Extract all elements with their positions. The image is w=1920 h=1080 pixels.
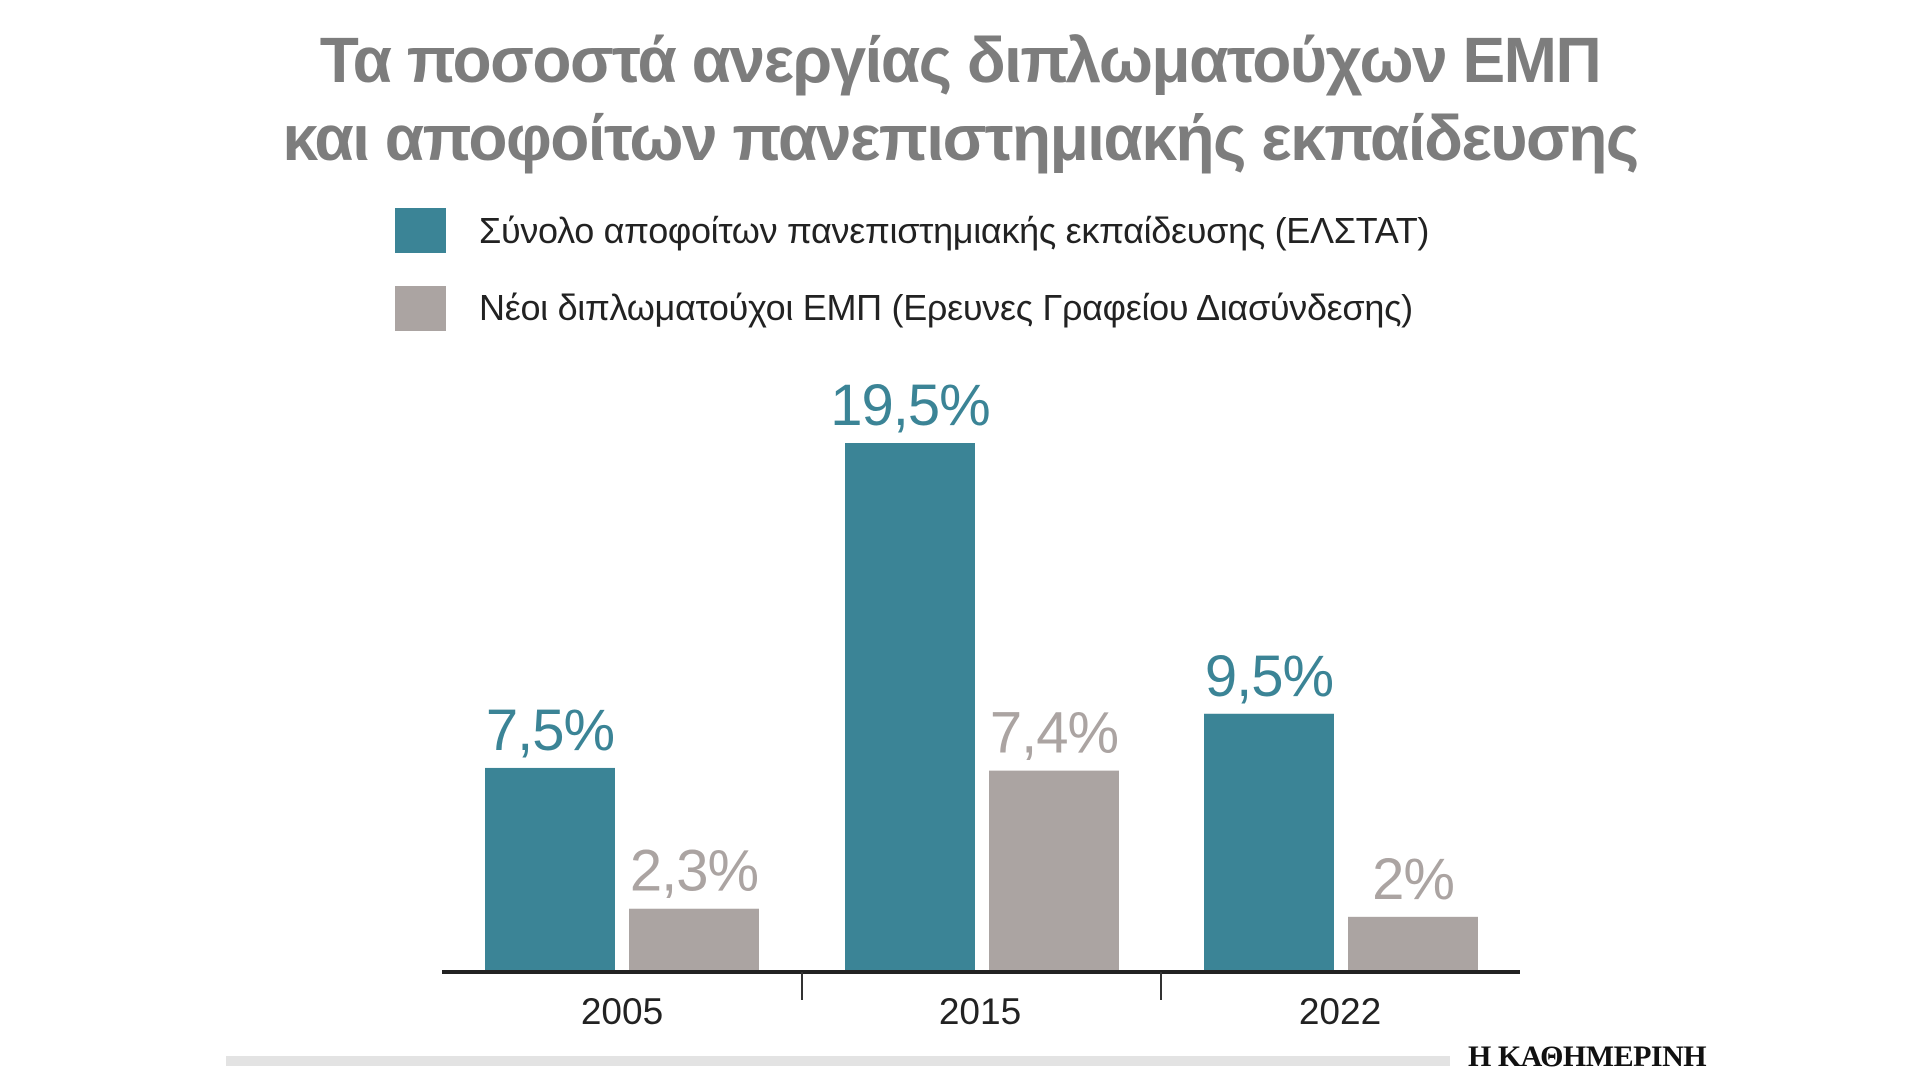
publisher-logo: Η ΚΑΘΗΜΕΡΙΝΗ [1468, 1040, 1707, 1073]
x-tick-label-2015: 2015 [939, 991, 1021, 1032]
footer-rule [226, 1056, 1450, 1066]
data-label-2022-elstat: 9,5% [1205, 644, 1333, 709]
bar-2015-elstat [845, 443, 975, 971]
bar-2022-emp [1348, 916, 1478, 971]
legend-label-elstat: Σύνολο αποφοίτων πανεπιστημιακής εκπαίδε… [479, 210, 1430, 251]
legend-swatch-emp [395, 286, 446, 331]
data-label-2005-elstat: 7,5% [486, 698, 614, 763]
data-label-2015-elstat: 19,5% [830, 373, 989, 438]
data-label-2005-emp: 2,3% [630, 839, 758, 904]
data-label-2015-emp: 7,4% [990, 701, 1118, 766]
x-tick-label-2022: 2022 [1299, 991, 1381, 1032]
data-label-2022-emp: 2% [1372, 847, 1454, 912]
bar-2005-elstat [485, 767, 615, 971]
chart-subtitle: και αποφοίτων πανεπιστημιακής εκπαίδευση… [282, 102, 1639, 174]
chart-title: Τα ποσοστά ανεργίας διπλωματούχων ΕΜΠ [319, 24, 1602, 96]
bar-2022-elstat [1204, 713, 1334, 971]
bar-2005-emp [629, 908, 759, 971]
legend-label-emp: Νέοι διπλωματούχοι ΕΜΠ (Ερευνες Γραφείου… [479, 287, 1413, 328]
legend-swatch-elstat [395, 208, 446, 253]
bar-2015-emp [989, 770, 1119, 971]
x-tick-label-2005: 2005 [581, 991, 663, 1032]
